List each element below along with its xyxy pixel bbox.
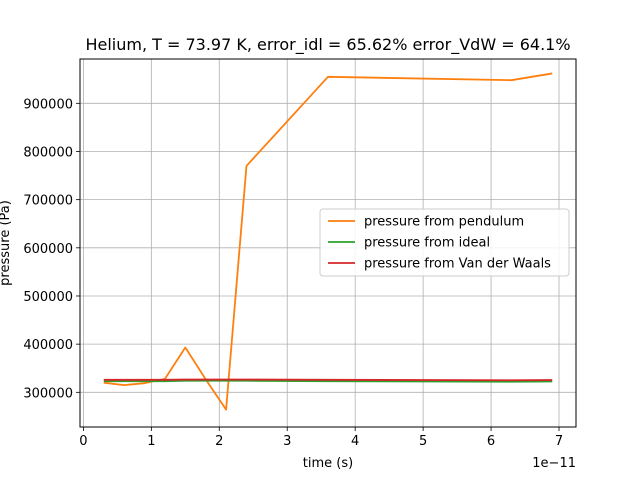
y-tick-label: 700000 [23, 194, 73, 209]
x-axis-offset-label: 1e−11 [532, 456, 576, 471]
series-line-1 [103, 379, 553, 383]
axis-ticks: 0 1 2 3 4 5 6 7 300000 400000 500000 600000 700000 80… [23, 97, 563, 449]
plot-area-frame [79, 58, 577, 428]
x-tick-label: 7 [555, 434, 563, 449]
x-tick-label: 1 [147, 434, 155, 449]
chart-title: Helium, T = 73.97 K, error_idl = 65.62% … [85, 35, 570, 55]
y-tick-label: 400000 [23, 338, 73, 353]
y-tick-label: 500000 [23, 290, 73, 305]
y-tick-label: 900000 [23, 97, 73, 112]
y-axis-label: pressure (Pa) [0, 200, 13, 286]
x-tick-label: 0 [79, 434, 87, 449]
legend: pressure from pendulum pressure from idea… [319, 208, 570, 277]
x-axis-label: time (s) [303, 456, 353, 471]
x-tick-label: 6 [487, 434, 495, 449]
legend-entry-label: pressure from ideal [364, 236, 490, 251]
y-tick-label: 600000 [23, 242, 73, 257]
x-tick-label: 2 [215, 434, 223, 449]
series-lines [103, 72, 553, 411]
x-tick-label: 5 [419, 434, 427, 449]
x-tick-label: 4 [351, 434, 359, 449]
legend-entry-label: pressure from pendulum [364, 215, 524, 230]
x-tick-label: 3 [283, 434, 291, 449]
series-line-2 [103, 378, 553, 382]
legend-box [319, 208, 570, 277]
y-tick-label: 300000 [23, 386, 73, 401]
y-tick-label: 800000 [23, 145, 73, 160]
legend-entry-label: pressure from Van der Waals [364, 257, 551, 272]
